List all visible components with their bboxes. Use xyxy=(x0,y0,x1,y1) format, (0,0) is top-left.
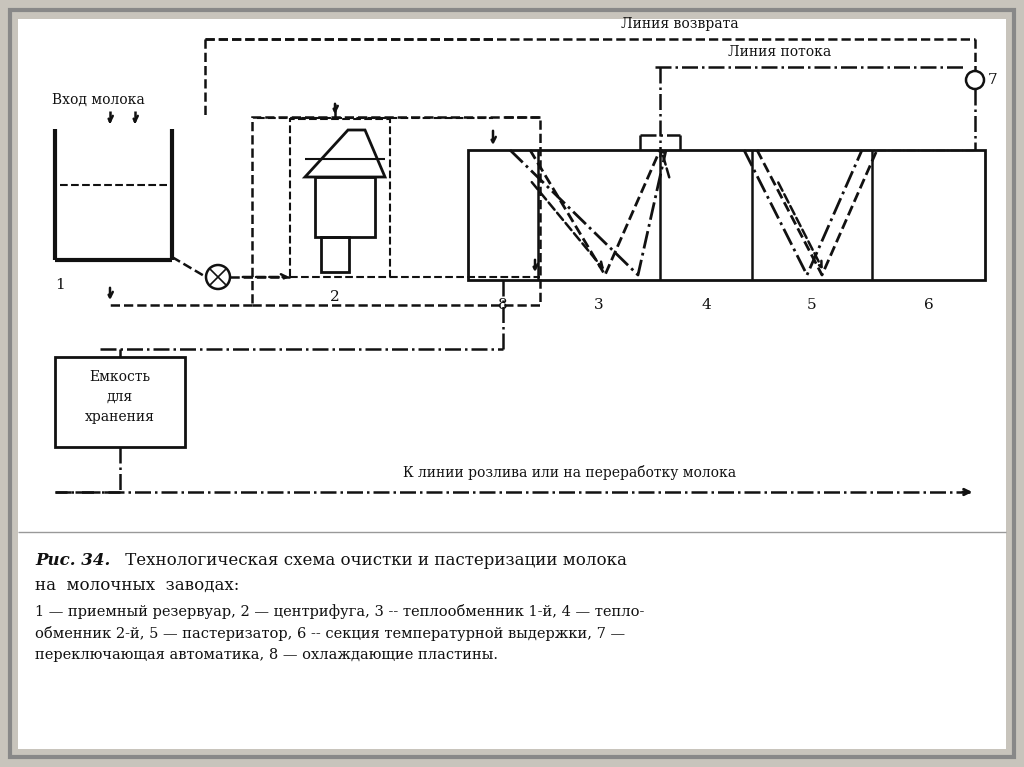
Bar xyxy=(252,117,540,305)
Text: на  молочных  заводах:: на молочных заводах: xyxy=(35,577,240,594)
Text: 2: 2 xyxy=(330,290,340,304)
Text: Линия возврата: Линия возврата xyxy=(622,17,738,31)
Text: переключающая автоматика, 8 — охлаждающие пластины.: переключающая автоматика, 8 — охлаждающи… xyxy=(35,648,498,662)
Text: 6: 6 xyxy=(924,298,933,312)
Text: Технологическая схема очистки и пастеризации молока: Технологическая схема очистки и пастериз… xyxy=(120,552,627,569)
Text: 7: 7 xyxy=(988,73,997,87)
Text: хранения: хранения xyxy=(85,410,155,424)
Bar xyxy=(55,357,185,447)
Bar xyxy=(468,150,985,280)
Text: 1: 1 xyxy=(55,278,65,292)
Text: для: для xyxy=(106,390,133,404)
Bar xyxy=(18,27,1006,537)
Text: 8: 8 xyxy=(499,298,508,312)
Text: Рис. 34.: Рис. 34. xyxy=(35,552,111,569)
Text: 3: 3 xyxy=(594,298,604,312)
Text: Вход молока: Вход молока xyxy=(52,93,144,107)
Text: 4: 4 xyxy=(701,298,711,312)
Bar xyxy=(321,237,349,272)
Text: 5: 5 xyxy=(807,298,817,312)
Text: Линия потока: Линия потока xyxy=(728,45,831,59)
Text: К линии розлива или на переработку молока: К линии розлива или на переработку молок… xyxy=(403,465,736,480)
Text: обменник 2-й, 5 — пастеризатор, 6 -- секция температурной выдержки, 7 —: обменник 2-й, 5 — пастеризатор, 6 -- сек… xyxy=(35,626,625,641)
Text: 1 — приемный резервуар, 2 — центрифуга, 3 -- теплообменник 1-й, 4 — тепло-: 1 — приемный резервуар, 2 — центрифуга, … xyxy=(35,604,644,619)
Bar xyxy=(315,177,375,237)
Text: Емкость: Емкость xyxy=(89,370,151,384)
Bar xyxy=(290,119,390,277)
